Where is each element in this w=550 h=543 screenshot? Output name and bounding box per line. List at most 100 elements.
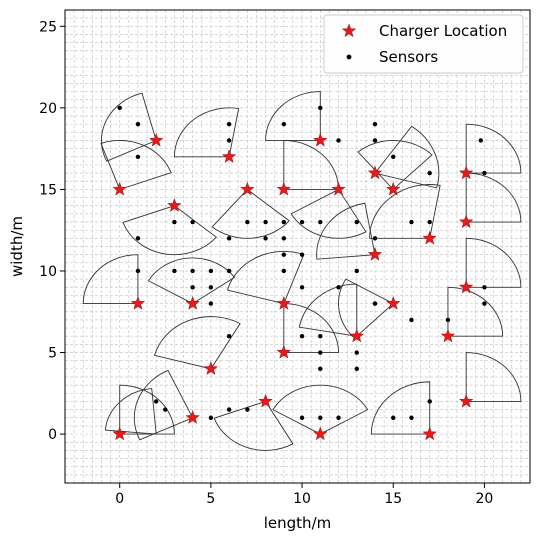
y-tick-label: 20	[39, 101, 57, 117]
sensor-point	[299, 334, 305, 339]
legend-star-shape	[341, 23, 357, 38]
x-tick-label: 5	[206, 491, 215, 507]
charger-star	[349, 328, 364, 343]
x-tick-label: 15	[384, 491, 402, 507]
charger-star	[422, 230, 437, 245]
sensor-point	[208, 415, 214, 420]
sensor-point	[135, 154, 141, 159]
charger-star	[185, 296, 200, 310]
sensor-point	[117, 105, 122, 111]
x-tick-label: 20	[475, 491, 493, 507]
sensor-point	[299, 219, 305, 225]
sensor-point	[263, 219, 268, 225]
sensor-point	[299, 285, 305, 290]
charger-star	[203, 361, 219, 375]
coverage-sector	[104, 388, 157, 435]
charger-star	[458, 214, 474, 229]
sensor-point	[245, 219, 250, 225]
sensor-point	[226, 407, 232, 412]
sensor-point	[478, 138, 483, 143]
sensor-layer	[117, 105, 487, 420]
sensor-point	[172, 268, 177, 274]
plot-frame	[64, 9, 531, 484]
coverage-sector	[374, 125, 440, 189]
charger-star	[367, 165, 383, 180]
charger-star	[331, 181, 346, 196]
legend-label-sensors: Sensors	[379, 48, 438, 66]
sensor-point	[226, 334, 232, 339]
coverage-sector	[153, 316, 241, 370]
x-axis-label: length/m	[264, 514, 331, 532]
sensor-point	[281, 219, 287, 225]
charger-star	[221, 149, 237, 163]
sensor-point	[135, 268, 141, 274]
sensor-point	[372, 138, 378, 143]
sensor-point	[318, 105, 323, 111]
coverage-sector	[290, 188, 367, 239]
coverage-sector	[133, 369, 194, 441]
sensor-point	[281, 252, 287, 257]
sector-layer	[82, 91, 522, 451]
sensor-point	[409, 219, 414, 225]
sensor-point	[318, 350, 323, 355]
sensor-point	[226, 268, 232, 274]
y-axis-label: width/m	[8, 216, 26, 277]
legend-box	[323, 14, 524, 74]
y-tick-label: 0	[48, 427, 57, 443]
charger-star	[276, 296, 292, 310]
charger-star	[148, 132, 164, 147]
sensor-point	[372, 301, 378, 306]
coverage-sector	[283, 303, 339, 353]
y-tick-label: 25	[39, 19, 57, 35]
sensor-point	[427, 219, 432, 225]
coverage-sector	[447, 286, 504, 337]
sensor-point	[299, 252, 305, 257]
charger-star	[130, 296, 146, 310]
coverage-sector	[357, 140, 433, 191]
sensor-point	[336, 138, 341, 143]
coverage-sector	[119, 384, 175, 435]
sensor-point	[281, 121, 287, 127]
sensor-point	[409, 317, 414, 323]
x-tick-label: 10	[293, 491, 311, 507]
charger-star	[367, 247, 383, 261]
y-tick-label: 10	[39, 264, 57, 280]
sensor-point	[354, 268, 359, 274]
sensor-point	[318, 334, 323, 339]
sensor-point	[135, 236, 141, 241]
sensor-point	[427, 399, 432, 404]
sensor-point	[226, 138, 232, 143]
sensor-point	[318, 219, 323, 225]
sensor-point	[445, 317, 451, 323]
sensor-point	[190, 285, 195, 290]
sensor-point	[318, 366, 323, 372]
sensor-point	[391, 154, 396, 159]
coverage-sector	[211, 188, 290, 239]
charger-star	[185, 410, 200, 424]
tick-layer: 0 5 10 15 20 0 5 10 15 20 25	[39, 19, 493, 507]
coverage-sector	[147, 257, 236, 305]
sensor-point	[226, 121, 232, 127]
coverage-sector	[122, 205, 217, 256]
legend: Charger Location Sensors	[323, 14, 524, 74]
charger-star	[276, 181, 292, 196]
charger-star	[458, 279, 474, 294]
legend-label-charger: Charger Location	[379, 22, 507, 40]
coverage-sector	[316, 202, 376, 260]
charger-star	[240, 181, 255, 196]
coverage-sector	[173, 107, 240, 158]
legend-star-icon	[341, 23, 357, 38]
sensor-point	[208, 268, 214, 274]
coverage-sector	[369, 184, 441, 239]
sensor-point	[482, 170, 487, 176]
y-tick-label: 5	[48, 346, 57, 362]
grid	[64, 9, 531, 484]
sensor-point	[372, 121, 378, 127]
sensor-point	[172, 219, 177, 225]
sensor-point	[372, 236, 378, 241]
sensor-point	[190, 268, 195, 274]
charger-star	[313, 132, 328, 147]
sensor-point	[226, 236, 232, 241]
coverage-sector	[213, 400, 294, 451]
